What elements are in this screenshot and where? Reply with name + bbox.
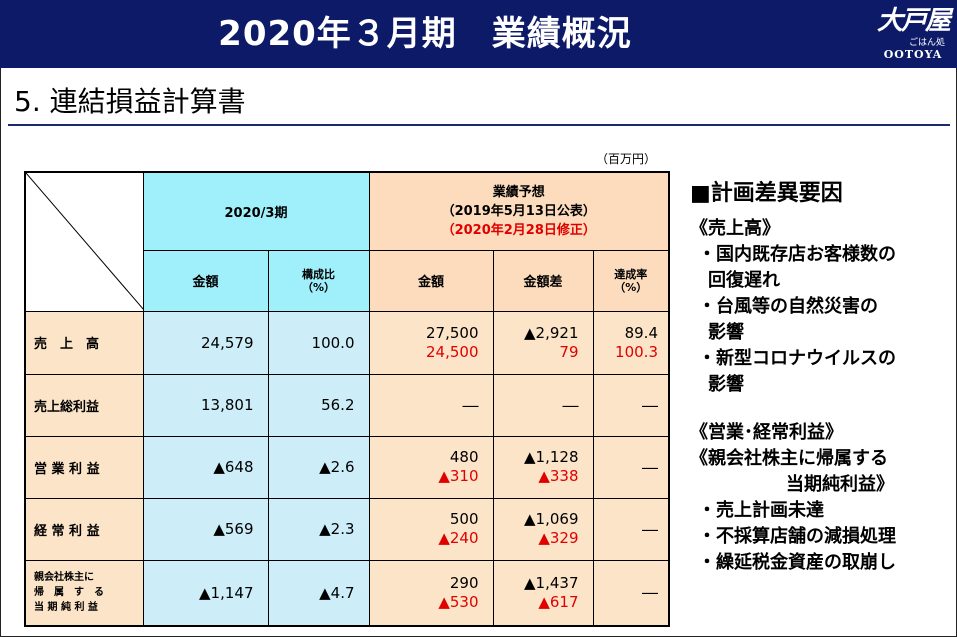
row-label-sales: 売 上 高 — [24, 310, 144, 375]
logo-sub: ごはん処 — [908, 38, 945, 48]
header-amount: 金額 — [142, 249, 269, 312]
cell-fc-rate: ― — [592, 435, 670, 499]
table-row: 経 常 利 益 ▲569 ▲2.3 500 ▲240 ▲1,069 ▲329 ― — [24, 497, 670, 561]
table-row: 営 業 利 益 ▲648 ▲2.6 480 ▲310 ▲1,128 ▲338 ― — [24, 435, 670, 499]
fc-revised: ▲310 — [438, 467, 479, 485]
row-label-operating-profit: 営 業 利 益 — [24, 435, 144, 499]
cell-fc-amount: 500 ▲240 — [368, 497, 494, 561]
fc-revised: ▲240 — [438, 529, 479, 547]
sales-factor: ・国内既存店お客様数の — [698, 244, 896, 265]
row-label-line: 当 期 純 利 益 — [34, 602, 98, 614]
diff-revised: ▲617 — [538, 592, 579, 611]
header-fc-rate-label: 達成率 — [614, 267, 648, 281]
cell-fc-diff: ▲1,069 ▲329 — [492, 497, 594, 561]
cell-fc-rate: 89.4 100.3 — [592, 310, 670, 375]
cell-fc-diff: ▲2,921 79 — [492, 310, 594, 375]
cell-ratio: 100.0 — [267, 310, 370, 375]
row-label-line: 帰 属 す る — [34, 587, 104, 599]
cell-fc-diff: ▲1,437 ▲617 — [492, 559, 594, 627]
cell-fc-diff: ― — [492, 373, 594, 437]
diff-revised: ▲338 — [538, 467, 579, 485]
sales-factor-cont: 回復遅れ — [708, 270, 780, 291]
header-fc-rate: 達成率 （%） — [592, 249, 670, 312]
factors-heading: ■計画差異要因 — [690, 181, 843, 206]
sales-heading: 《売上高》 — [690, 218, 780, 239]
row-label-line: 親会社株主に — [34, 572, 94, 584]
cell-fc-amount: 27,500 24,500 — [368, 310, 494, 375]
net-profit-heading-cont: 当期純利益》 — [786, 474, 894, 495]
diff-revised: ▲329 — [538, 529, 579, 547]
cell-ratio: ▲2.6 — [267, 435, 370, 499]
cell-amount: 13,801 — [142, 373, 269, 437]
cell-amount: ▲648 — [142, 435, 269, 499]
cell-fc-amount: 480 ▲310 — [368, 435, 494, 499]
variance-factors: ■計画差異要因 《売上高》 ・国内既存店お客様数の 回復遅れ ・台風等の自然災害… — [690, 178, 896, 576]
cell-ratio: ▲2.3 — [267, 497, 370, 561]
logo-en: OOTOYA — [883, 48, 943, 61]
header-forecast-revised: （2020年2月28日修正） — [441, 222, 596, 238]
header-forecast-published: （2019年5月13日公表） — [441, 203, 596, 219]
profit-factor: ・売上計画未達 — [698, 500, 824, 521]
fc-original: 27,500 — [426, 323, 479, 342]
unit-label: （百万円） — [596, 152, 657, 166]
sales-factor-cont: 影響 — [708, 374, 744, 395]
cell-fc-amount: ― — [368, 373, 494, 437]
diff-original: ▲2,921 — [524, 323, 579, 342]
cell-fc-amount: 290 ▲530 — [368, 559, 494, 627]
sales-factor: ・新型コロナウイルスの — [698, 348, 896, 369]
header-ratio-unit: （%） — [301, 280, 336, 294]
fc-original: 500 — [449, 510, 479, 528]
cell-amount: ▲569 — [142, 497, 269, 561]
fc-revised: 24,500 — [426, 342, 479, 361]
section-title: 5. 連結損益計算書 — [14, 85, 246, 118]
logo-mark: 大戸屋 — [877, 6, 951, 36]
diff-original: ▲1,128 — [524, 448, 579, 466]
table-row: 親会社株主に 帰 属 す る 当 期 純 利 益 ▲1,147 ▲4.7 290… — [24, 559, 670, 627]
cell-amount: 24,579 — [142, 310, 269, 375]
diff-original: ▲1,437 — [524, 573, 579, 592]
header-actual-period: 2020/3期 — [142, 171, 370, 251]
table-row: 売 上 高 24,579 100.0 27,500 24,500 ▲2,921 … — [24, 310, 670, 375]
diff-original: ▲1,069 — [524, 510, 579, 528]
rate-revised: 100.3 — [615, 342, 658, 361]
header-forecast-title: 業績予想 — [492, 184, 545, 200]
slide-header: 2020年３月期 業績概況 大戸屋 ごはん処 OOTOYA — [0, 0, 957, 68]
ootoya-logo: 大戸屋 ごはん処 OOTOYA — [877, 4, 951, 64]
corner-cell — [24, 171, 144, 312]
net-profit-heading: 《親会社株主に帰属する — [690, 448, 888, 469]
cell-fc-rate: ― — [592, 497, 670, 561]
cell-ratio: ▲4.7 — [267, 559, 370, 627]
row-label-gross-profit: 売上総利益 — [24, 373, 144, 437]
cell-fc-rate: ― — [592, 373, 670, 437]
header-fc-rate-unit: （%） — [614, 280, 648, 294]
income-statement-table: 2020/3期 業績予想 （2019年5月13日公表） （2020年2月28日修… — [24, 171, 670, 627]
header-fc-diff: 金額差 — [492, 249, 594, 312]
sales-factor: ・台風等の自然災害の — [698, 296, 878, 317]
fc-original: 480 — [449, 448, 479, 466]
cell-ratio: 56.2 — [267, 373, 370, 437]
row-label-ordinary-profit: 経 常 利 益 — [24, 497, 144, 561]
fc-revised: ▲530 — [438, 592, 479, 611]
rate-original: 89.4 — [624, 323, 658, 342]
section-divider — [8, 124, 950, 126]
diff-revised: 79 — [559, 342, 579, 361]
profit-factor: ・繰延税金資産の取崩し — [698, 552, 896, 573]
fc-original: 290 — [449, 573, 479, 592]
cell-fc-rate: ― — [592, 559, 670, 627]
row-label-net-profit: 親会社株主に 帰 属 す る 当 期 純 利 益 — [24, 559, 144, 627]
header-ratio-label: 構成比 — [302, 267, 335, 281]
diagonal-line — [26, 173, 144, 310]
profit-factor: ・不採算店舗の減損処理 — [698, 526, 896, 547]
header-forecast: 業績予想 （2019年5月13日公表） （2020年2月28日修正） — [368, 171, 670, 251]
header-ratio: 構成比 （%） — [267, 249, 370, 312]
slide-title: 2020年３月期 業績概況 — [218, 14, 632, 54]
sales-factor-cont: 影響 — [708, 322, 744, 343]
profit-heading: 《営業･経常利益》 — [690, 422, 843, 443]
cell-amount: ▲1,147 — [142, 559, 269, 627]
cell-fc-diff: ▲1,128 ▲338 — [492, 435, 594, 499]
table-row: 売上総利益 13,801 56.2 ― ― ― — [24, 373, 670, 437]
header-fc-amount: 金額 — [368, 249, 494, 312]
